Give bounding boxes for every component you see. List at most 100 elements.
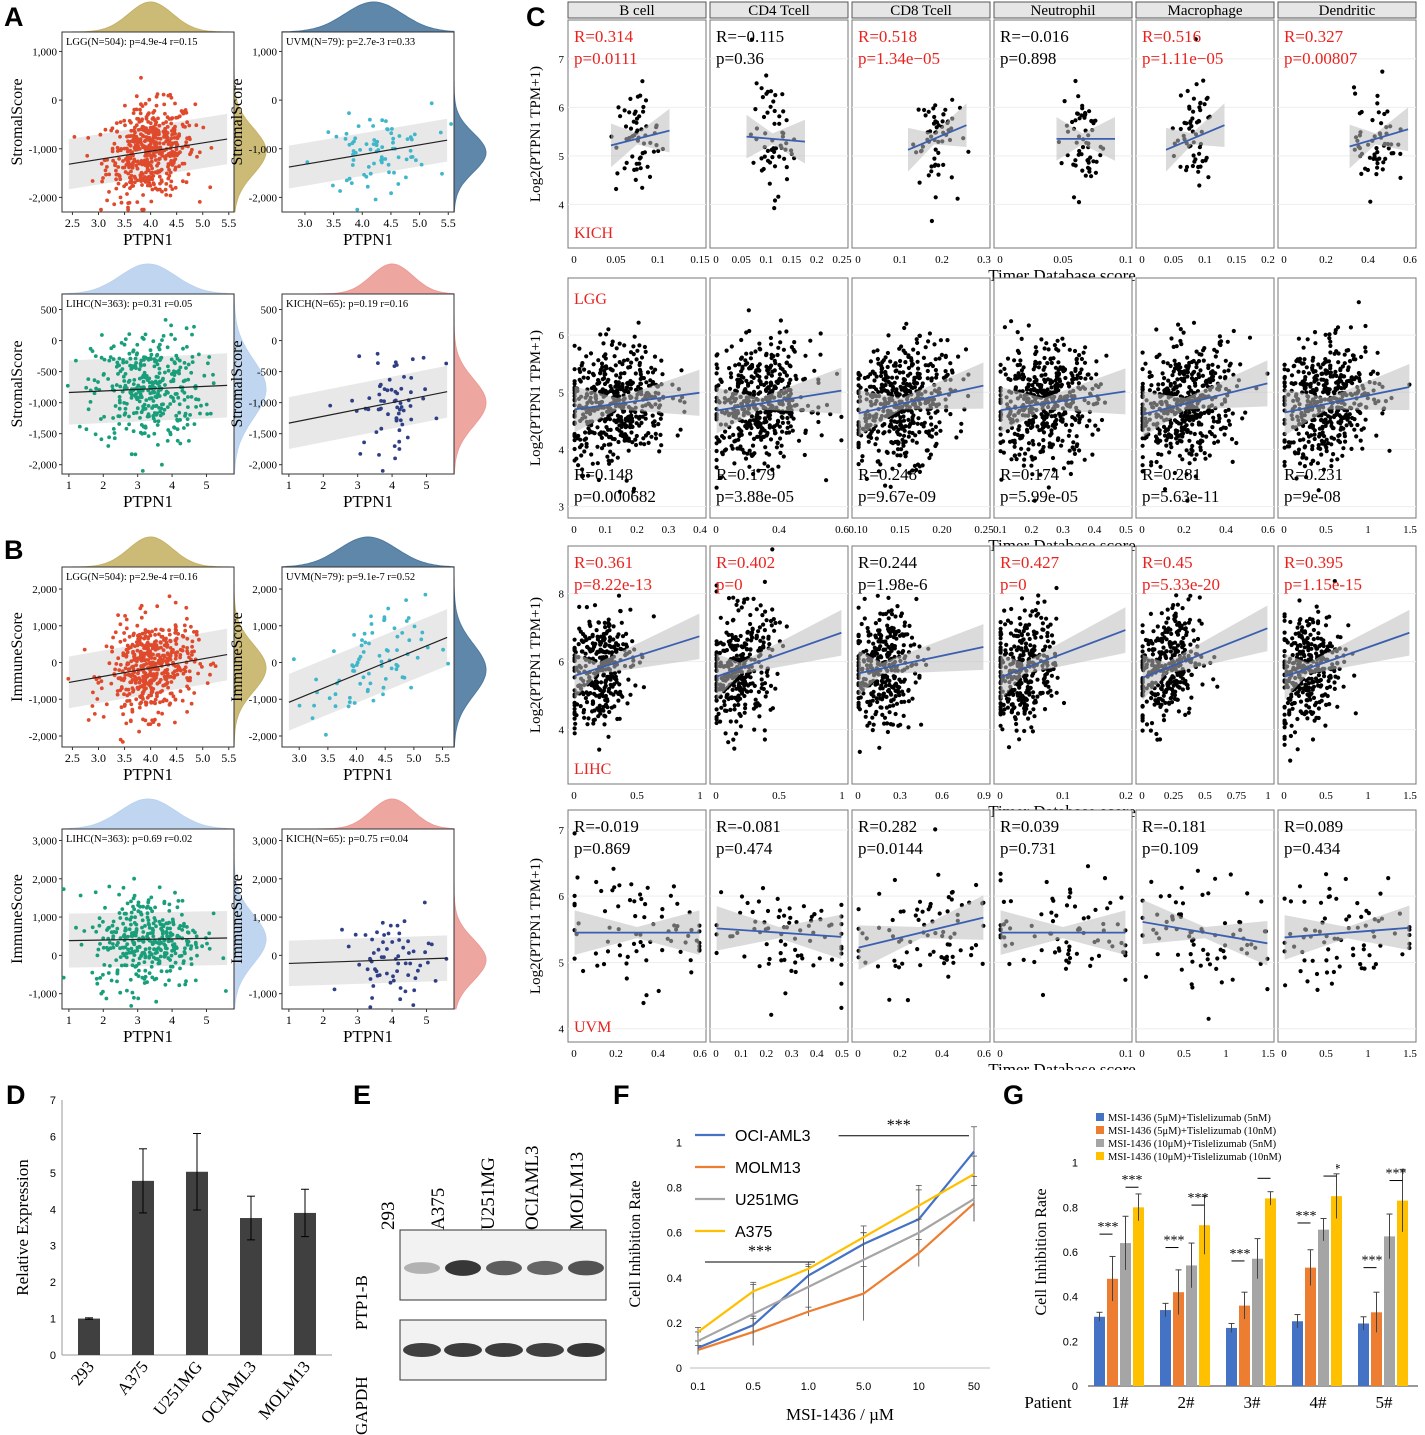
data-point [396,954,401,959]
y-tick-label: 2,000 [32,584,57,596]
data-point [347,176,352,181]
data-point [745,361,750,366]
data-point [1085,165,1091,170]
data-point [423,387,427,392]
fit-line [716,389,842,412]
data-point [169,939,174,943]
data-point [380,920,385,925]
data-point [922,107,927,113]
data-point [1196,118,1201,124]
data-point [929,376,934,381]
legend-text: KICH(N=65): p=0.19 r=0.16 [286,299,408,310]
panel-label-d: D [6,1080,26,1110]
data-point [721,435,726,440]
data-point [130,678,135,682]
data-point [772,384,777,389]
data-point [910,438,915,443]
data-point [1078,375,1083,380]
data-point [158,187,162,192]
data-point [168,170,173,175]
data-point [139,395,143,399]
data-point [132,134,137,138]
data-point [927,455,932,461]
data-point [757,415,762,420]
data-point [634,414,639,419]
y-axis-label: StromalScore [229,78,246,165]
data-point [934,372,939,377]
data-point [146,404,151,408]
data-point [645,370,651,375]
y-tick-label: 0 [52,336,58,348]
data-point [1372,154,1377,159]
data-point [350,163,355,167]
data-point [777,121,782,126]
data-point [131,349,136,354]
data-point [127,200,132,205]
x-tick-label: 0.4 [1361,254,1375,266]
data-point [365,967,370,972]
data-point [348,695,352,700]
data-point [94,386,98,391]
x-tick-label: 4.5 [378,751,393,765]
data-point [128,680,133,685]
data-point [182,390,187,395]
data-point [614,346,619,351]
data-point [160,628,165,632]
data-point [868,372,873,377]
data-point [1066,433,1071,438]
data-point [135,623,140,628]
data-point [899,426,904,431]
data-point [773,93,778,98]
data-point [121,885,126,890]
data-point [184,140,189,145]
x-tick-label: 0 [713,254,719,266]
x-tick-label: 0.3 [1056,524,1070,536]
data-point [874,374,879,379]
data-point [375,351,380,356]
data-point [856,462,861,467]
data-point [1247,335,1253,340]
data-point [1398,175,1403,180]
data-point [1072,348,1078,354]
data-point [416,968,420,973]
data-point [128,363,133,368]
data-point [379,399,383,403]
data-point [633,442,639,448]
data-point [118,955,123,959]
data-point [143,332,148,337]
data-point [921,424,926,429]
data-point [185,940,190,945]
data-point [117,363,121,368]
data-point [1194,365,1199,370]
data-point [1061,342,1066,347]
data-point [124,916,129,921]
data-point [172,373,177,377]
data-point [169,116,174,121]
y-tick-label: -2,000 [29,192,58,204]
data-point [1047,444,1052,449]
data-point [864,476,869,481]
y-tick-label: -2,000 [249,460,278,472]
data-point [1375,93,1380,98]
data-point [192,691,197,695]
marginal-density-top [62,1,234,33]
data-point [135,160,140,164]
data-point [136,144,141,148]
data-point [163,126,168,131]
panel-label-a: A [4,2,24,32]
data-point [142,676,146,681]
data-point [355,207,360,212]
data-point [145,157,150,162]
data-point [901,409,906,414]
data-point [375,973,380,978]
data-point [767,181,772,186]
data-point [1038,387,1043,392]
data-point [213,664,218,668]
data-point [630,154,635,159]
data-point [928,452,933,457]
data-point [107,190,111,194]
data-point [788,377,793,382]
data-point [183,108,188,112]
